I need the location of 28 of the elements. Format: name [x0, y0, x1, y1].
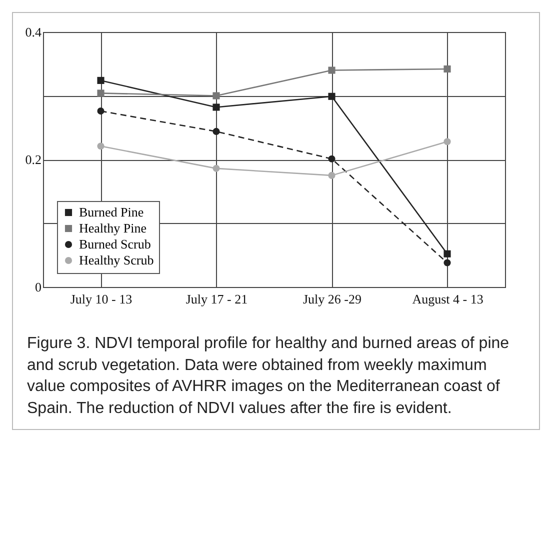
- legend-label: Burned Scrub: [79, 236, 151, 252]
- x-tick-label: July 26 -29: [303, 292, 362, 306]
- point: [212, 164, 220, 172]
- legend-label: Healthy Pine: [79, 220, 147, 236]
- y-tick-label: 0: [35, 280, 42, 294]
- point: [444, 259, 451, 266]
- point: [212, 128, 220, 135]
- point: [97, 108, 104, 115]
- point: [328, 155, 336, 162]
- x-tick-label: August 4 - 13: [412, 292, 484, 306]
- y-tick-label: 0.4: [25, 24, 42, 40]
- point: [328, 66, 336, 74]
- x-tick-label: July 17 - 21: [186, 292, 248, 306]
- y-tick-label: 0.2: [25, 152, 42, 167]
- caption: Figure 3. NDVI temporal profile for healthy and burned areas of pine and scrub vegetation. Data were obtained from weekly maximum value composites of AVHRR images on the Mediterranean coast of Spain. The reduction of NDVI values after the fire is evident.: [27, 334, 510, 419]
- point: [212, 92, 220, 100]
- legend-label: Burned Pine: [79, 204, 144, 220]
- point: [97, 90, 104, 97]
- point: [328, 92, 336, 100]
- point: [444, 138, 451, 146]
- point: [212, 104, 220, 111]
- point: [444, 250, 451, 258]
- point: [97, 142, 104, 150]
- point: [97, 76, 104, 84]
- point: [444, 65, 451, 73]
- point: [328, 172, 336, 179]
- legend-label: Healthy Scrub: [79, 252, 154, 268]
- x-tick-label: July 10 - 13: [70, 292, 132, 306]
